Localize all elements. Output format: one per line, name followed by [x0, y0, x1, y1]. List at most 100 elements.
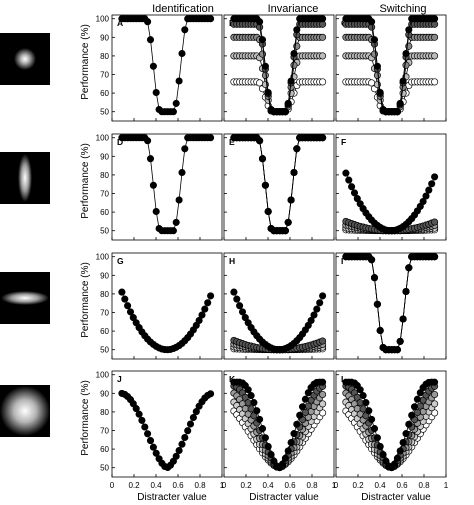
panel-letter: J — [117, 374, 122, 384]
data-point — [152, 207, 160, 216]
y-tick-label: 50 — [100, 227, 109, 236]
panel-C: C — [335, 14, 447, 122]
y-tick-label: 100 — [96, 15, 110, 24]
panel-J: J 50 60 70 80 90 100 0 0.2 0.4 0.6 0.8 1 — [96, 370, 225, 490]
y-tick-label: 80 — [100, 290, 109, 299]
column-title-invariance: Invariance — [268, 3, 319, 15]
x-tick-label: 0 — [110, 481, 115, 490]
x-tick-label: 0.8 — [306, 481, 318, 490]
data-series — [118, 389, 215, 472]
y-tick-label: 50 — [100, 108, 109, 117]
y-tick-label: 80 — [100, 171, 109, 180]
data-point — [149, 181, 157, 189]
x-tick-label: 0.2 — [240, 481, 252, 490]
data-point — [256, 137, 264, 145]
panel-frame — [223, 252, 335, 360]
data-point — [425, 186, 433, 194]
data-point — [233, 295, 241, 303]
column-title-switching: Switching — [379, 3, 426, 15]
data-point — [413, 408, 421, 417]
data-point — [178, 168, 186, 177]
data-point — [362, 399, 370, 407]
data-point — [181, 145, 189, 153]
data-point — [422, 192, 430, 200]
large-gaussian-blob-icon — [0, 385, 50, 437]
y-tick-label: 70 — [100, 71, 109, 80]
data-point — [195, 316, 203, 325]
data-series — [230, 288, 327, 354]
data-point — [399, 438, 407, 447]
panel-E: E — [223, 133, 335, 241]
ylabel-row-4: Performance (%) — [80, 380, 91, 456]
y-tick-label: 80 — [100, 52, 109, 61]
data-point — [118, 288, 126, 296]
y-tick-label: 80 — [100, 408, 109, 417]
data-point — [152, 449, 160, 457]
y-tick-label: 60 — [100, 208, 109, 217]
data-point — [419, 197, 427, 206]
data-point — [368, 79, 376, 87]
data-point — [413, 395, 421, 403]
data-point — [181, 26, 189, 34]
panel-letter: I — [341, 256, 343, 266]
data-point — [431, 33, 439, 41]
data-point — [319, 134, 327, 142]
data-point — [204, 299, 212, 307]
data-point — [169, 108, 177, 116]
data-series — [118, 288, 215, 354]
data-point — [319, 378, 327, 386]
panel-L: L 0 0.2 0.4 0.6 0.8 1 — [334, 370, 449, 490]
data-point — [284, 447, 292, 455]
x-tick-label: 0.4 — [262, 481, 274, 490]
data-series — [342, 253, 439, 354]
data-point — [287, 196, 295, 204]
data-point — [236, 302, 244, 310]
data-point — [402, 430, 410, 438]
y-tick-label: 70 — [100, 190, 109, 199]
data-point — [207, 15, 215, 23]
x-tick-label: 0.4 — [150, 481, 162, 490]
small-gaussian-blob-icon — [0, 33, 50, 85]
data-series — [342, 33, 439, 116]
xlabel-col-2: Distracter value — [249, 492, 319, 503]
panel-letter: A — [117, 18, 123, 28]
data-point — [428, 180, 436, 188]
data-point — [207, 292, 215, 300]
data-point — [310, 311, 318, 319]
panel-B: B — [223, 14, 335, 122]
data-point — [304, 402, 312, 410]
ylabel-row-3: Performance (%) — [80, 262, 91, 338]
panel-frame — [335, 252, 447, 360]
data-point — [287, 438, 295, 447]
data-point — [135, 410, 143, 418]
data-point — [405, 26, 413, 34]
data-point — [126, 308, 135, 316]
data-point — [267, 450, 275, 459]
data-point — [393, 454, 401, 462]
data-point — [402, 49, 410, 58]
series-line — [233, 18, 323, 113]
data-point — [141, 423, 149, 431]
data-point — [287, 77, 295, 85]
data-point — [178, 49, 186, 58]
series-line — [233, 81, 323, 113]
data-point — [144, 18, 152, 26]
series-line — [345, 256, 435, 351]
data-point — [368, 18, 376, 26]
data-series — [230, 33, 327, 116]
series-line — [121, 137, 211, 232]
data-point — [278, 460, 287, 468]
x-tick-label: 0.6 — [396, 481, 408, 490]
panels-group: A5060708090100BCD5060708090100EFG5060708… — [96, 14, 449, 490]
x-tick-label: 0.2 — [352, 481, 364, 490]
data-point — [402, 287, 410, 296]
data-series — [230, 134, 327, 235]
data-point — [350, 189, 359, 197]
data-series — [118, 134, 215, 235]
data-point — [313, 305, 321, 313]
data-point — [178, 440, 186, 448]
x-tick-label: 0.8 — [194, 481, 206, 490]
data-point — [264, 88, 272, 97]
panel-letter: L — [341, 374, 346, 384]
